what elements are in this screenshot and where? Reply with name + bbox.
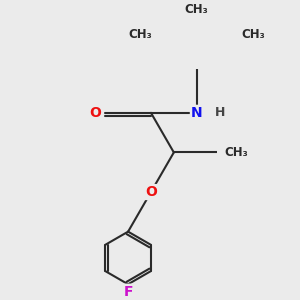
- Text: CH₃: CH₃: [224, 146, 248, 159]
- Text: CH₃: CH₃: [241, 28, 265, 41]
- Text: O: O: [89, 106, 100, 120]
- Text: H: H: [215, 106, 225, 119]
- Text: O: O: [145, 185, 157, 199]
- Text: CH₃: CH₃: [129, 28, 152, 41]
- Text: CH₃: CH₃: [185, 3, 208, 16]
- Text: F: F: [123, 285, 133, 299]
- Text: N: N: [191, 106, 203, 120]
